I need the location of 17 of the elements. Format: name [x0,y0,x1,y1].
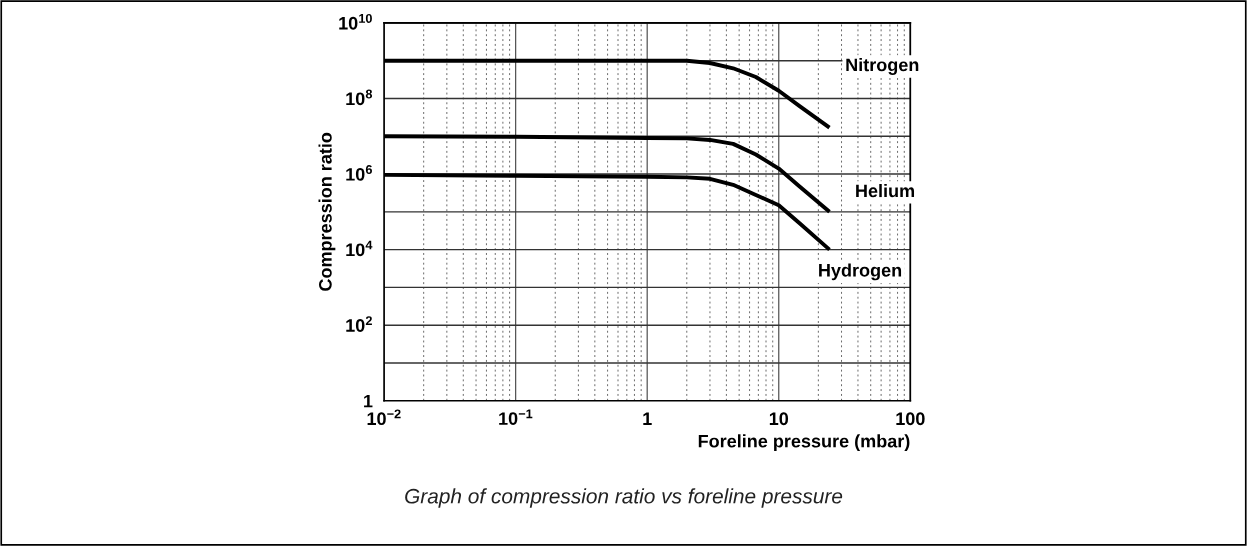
x-tick-label: 1 [643,412,652,425]
y-tick-label: 10$^{2}$ [346,316,372,332]
text: Graph of compression ratio vs foreline pressure [405,488,843,508]
x-axis-title: Foreline pressure (mbar) [698,434,910,452]
y-tick-label: 1 [364,394,373,408]
x-tick-label: 10 [769,412,789,426]
y-tick-label: 10$^{8}$ [346,89,373,106]
y-tick-label: 10$^{10}$ [339,13,372,30]
x-tick-label: 10$^{−1}$ [499,409,533,425]
y-axis-title: Compression ratio [318,132,336,291]
y-tick-label: 10$^{4}$ [346,240,373,257]
series-label: Hydrogen [819,263,902,281]
x-tick-label: 10$^{−2}$ [367,409,401,426]
x-tick-label: 100 [896,412,925,426]
text: Nitrogen [846,58,919,75]
series-label: Helium [856,183,915,198]
y-tick-label: 10$^{6}$ [346,165,372,181]
